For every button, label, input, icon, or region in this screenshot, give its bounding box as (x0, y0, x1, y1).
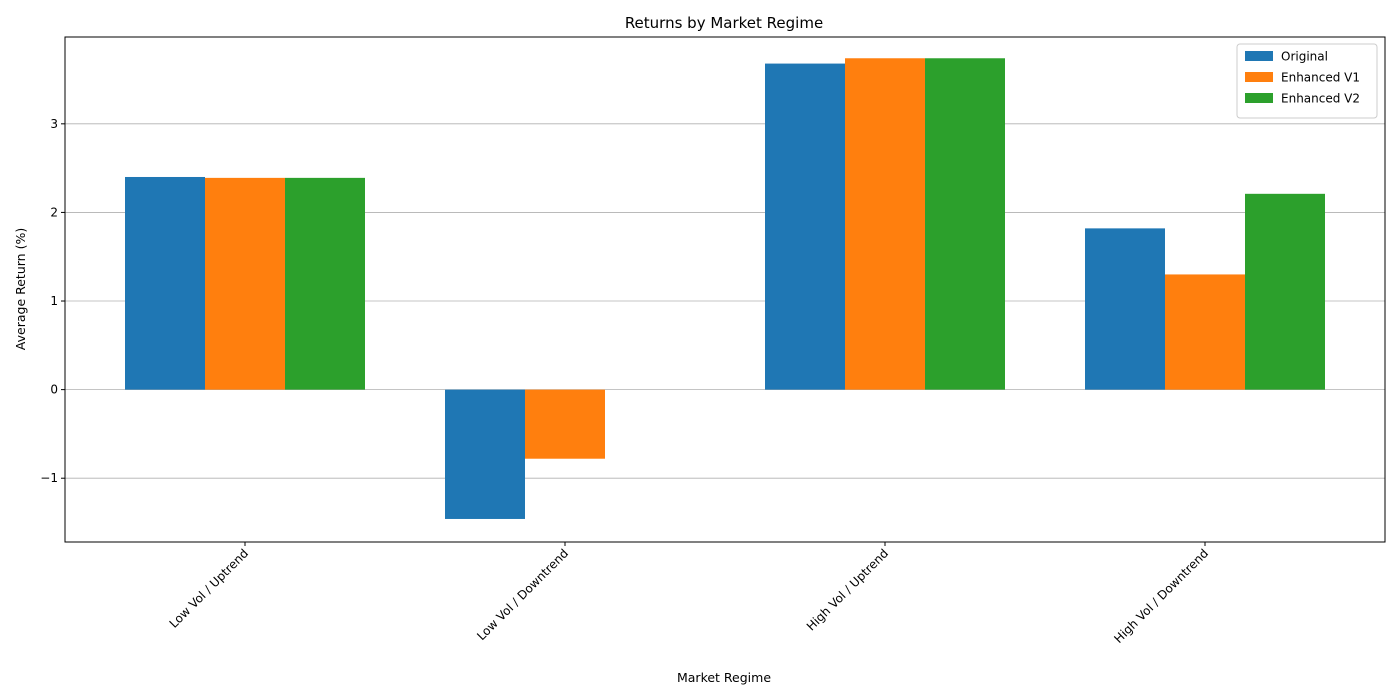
x-axis-title: Market Regime (677, 670, 771, 685)
x-tick-label: High Vol / Uptrend (804, 546, 891, 633)
plot-frame (64, 36, 1386, 543)
legend: Original Enhanced V1 Enhanced V2 (1236, 43, 1378, 119)
legend-label: Enhanced V1 (1281, 71, 1360, 85)
x-tick-label: High Vol / Downtrend (1111, 546, 1211, 646)
y-tick-label: 3 (50, 117, 58, 131)
bar-enhanced-v2 (285, 177, 365, 390)
legend-swatch (1245, 51, 1273, 61)
bar-enhanced-v2 (1245, 193, 1325, 390)
y-axis-title: Average Return (%) (13, 228, 28, 350)
y-tick-label: −1 (40, 471, 58, 485)
bar-original (125, 176, 205, 390)
bar-original (445, 389, 525, 519)
legend-label: Original (1281, 50, 1328, 64)
bar-original (765, 63, 845, 390)
y-tick-label: 1 (50, 294, 58, 308)
legend-label: Enhanced V2 (1281, 92, 1360, 106)
legend-swatch (1245, 93, 1273, 103)
bar-enhanced-v1 (525, 389, 605, 459)
chart-title: Returns by Market Regime (625, 14, 823, 32)
y-tick-label: 0 (50, 383, 58, 397)
bar-enhanced-v1 (845, 58, 925, 390)
bar-enhanced-v1 (1165, 274, 1245, 390)
bar-original (1085, 228, 1165, 390)
legend-swatch (1245, 72, 1273, 82)
bars (125, 58, 1325, 519)
bar-enhanced-v1 (205, 177, 285, 390)
x-tick-label: Low Vol / Uptrend (167, 546, 251, 630)
y-tick-label: 2 (50, 205, 58, 219)
x-tick-label: Low Vol / Downtrend (474, 546, 571, 643)
bar-enhanced-v2 (925, 58, 1005, 390)
